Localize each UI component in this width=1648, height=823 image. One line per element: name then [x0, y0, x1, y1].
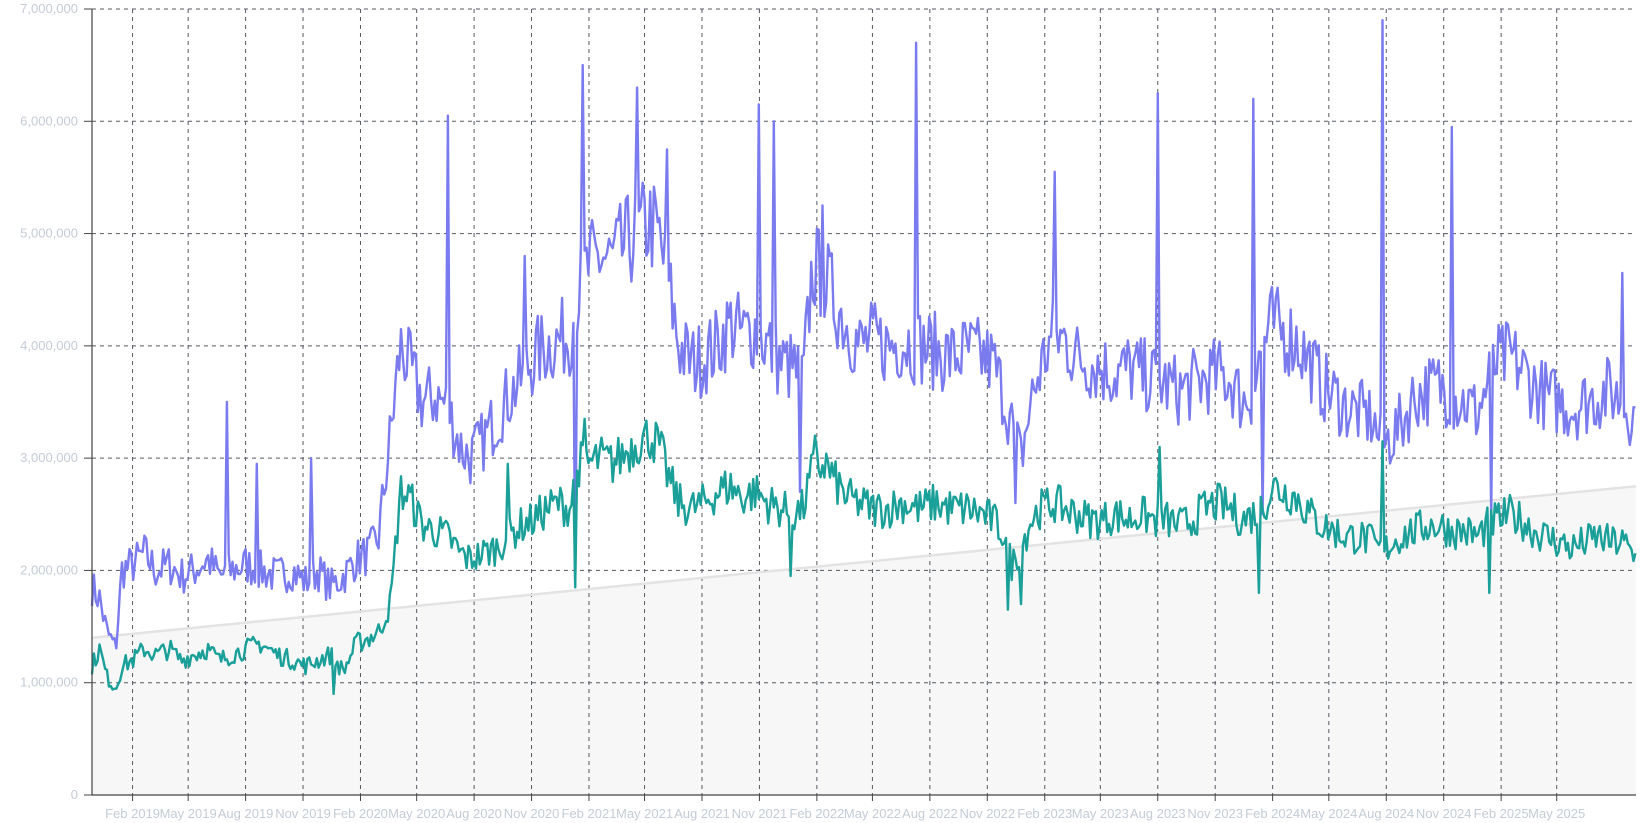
series-layer	[90, 19, 1637, 696]
x-tick-label: May 2023	[1072, 806, 1129, 821]
x-tick-label: Aug 2024	[1358, 806, 1414, 821]
x-tick-label: May 2020	[388, 806, 445, 821]
y-tick-label: 1,000,000	[20, 675, 78, 690]
y-tick-label: 5,000,000	[20, 226, 78, 241]
y-tick-label: 6,000,000	[20, 113, 78, 128]
series-lower-line	[90, 417, 1637, 696]
x-tick-label: Feb 2025	[1474, 806, 1529, 821]
x-tick-label: Nov 2024	[1416, 806, 1472, 821]
y-tick-label: 7,000,000	[20, 1, 78, 16]
trend-area	[92, 486, 1636, 795]
grid-layer	[92, 8, 1636, 795]
series-upper-line	[90, 19, 1636, 650]
x-tick-label: Nov 2021	[732, 806, 788, 821]
x-tick-label: May 2019	[160, 806, 217, 821]
axis-layer	[84, 8, 1636, 801]
y-tick-label: 0	[71, 787, 78, 802]
x-tick-label: May 2021	[616, 806, 673, 821]
x-tick-label: May 2022	[844, 806, 901, 821]
x-tick-label: Aug 2020	[446, 806, 502, 821]
x-tick-label: Nov 2019	[275, 806, 331, 821]
x-tick-label: Feb 2020	[333, 806, 388, 821]
x-tick-label: Nov 2023	[1187, 806, 1243, 821]
x-tick-label: May 2025	[1528, 806, 1585, 821]
y-tick-label: 2,000,000	[20, 562, 78, 577]
x-tick-label: Feb 2022	[789, 806, 844, 821]
x-tick-label: Feb 2021	[562, 806, 617, 821]
y-tick-label: 4,000,000	[20, 338, 78, 353]
x-tick-label: Aug 2023	[1130, 806, 1186, 821]
x-tick-label: May 2024	[1300, 806, 1357, 821]
area-layer	[92, 486, 1636, 795]
y-tick-label: 3,000,000	[20, 450, 78, 465]
series-trend-line	[91, 484, 1637, 640]
x-tick-label: Aug 2019	[218, 806, 274, 821]
x-tick-label: Feb 2019	[105, 806, 160, 821]
x-tick-label: Aug 2021	[674, 806, 730, 821]
x-tick-label: Feb 2023	[1017, 806, 1072, 821]
x-tick-label: Nov 2020	[504, 806, 560, 821]
x-tick-label: Nov 2022	[959, 806, 1015, 821]
x-tick-label: Aug 2022	[902, 806, 958, 821]
x-tick-label: Feb 2024	[1245, 806, 1300, 821]
label-layer: 0 1,000,000 2,000,000 3,000,000 4,000,000 5,0…	[20, 1, 1585, 821]
